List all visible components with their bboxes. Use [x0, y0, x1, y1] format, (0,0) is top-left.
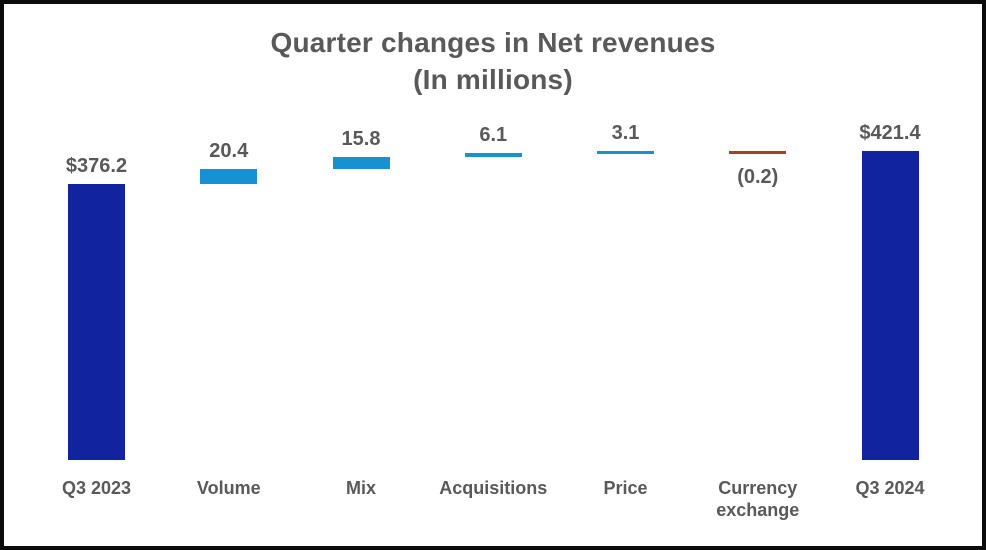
category-label: Q3 2023: [61, 478, 132, 498]
chart-subtitle: (In millions): [413, 64, 573, 95]
waterfall-bar: [200, 169, 258, 184]
waterfall-bar: [861, 150, 919, 460]
chart-title: Quarter changes in Net revenues: [270, 27, 716, 58]
bar-value-label: $376.2: [65, 155, 128, 178]
bar-value-label: 20.4: [209, 140, 249, 163]
bar-value-label: 3.1: [611, 121, 640, 144]
bar-value-label: (0.2): [737, 165, 779, 188]
category-label: Currency exchange: [716, 478, 800, 520]
waterfall-bar: [68, 184, 125, 460]
waterfall-bar: [332, 157, 390, 170]
bar-value-label: 6.1: [479, 123, 508, 146]
category-label: Mix: [345, 478, 376, 498]
waterfall-bar: [729, 150, 787, 154]
chart-title-block: Quarter changes in Net revenues (In mill…: [4, 24, 982, 98]
waterfall-bar: [464, 152, 522, 158]
waterfall-bar: [597, 150, 654, 154]
waterfall-plot-area: $376.2 Q3 2023 20.4 Volume 15.8 Mix 6.1 Acquisi…: [4, 4, 982, 546]
category-label: Acquisitions: [439, 478, 548, 498]
bar-value-label: $421.4: [859, 121, 921, 144]
category-label: Q3 2024: [855, 478, 925, 498]
bar-value-label: 15.8: [341, 128, 381, 151]
category-label: Price: [603, 478, 648, 498]
category-label: Volume: [196, 478, 261, 498]
